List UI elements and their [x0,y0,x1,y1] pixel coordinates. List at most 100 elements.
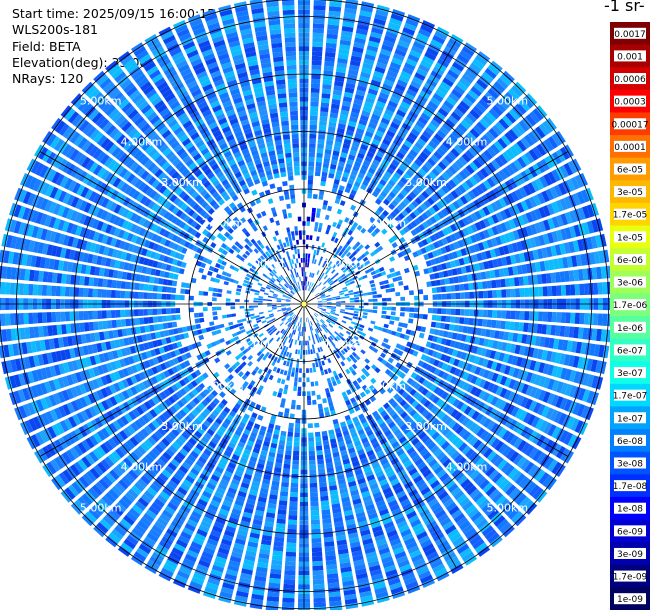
ray-bin [372,75,383,83]
ray-bin [314,422,320,428]
ray-bin [550,245,557,257]
ray-bin [313,249,317,255]
ray-bin [456,53,470,65]
ray-bin [406,385,413,393]
ray-bin [282,360,287,366]
ray-bin [450,111,462,122]
ray-bin [486,450,497,462]
ray-bin [412,251,419,258]
ray-bin [448,396,457,405]
ray-bin [538,472,550,485]
ray-bin [308,286,311,292]
ray-bin [498,443,508,454]
ray-bin [394,196,402,204]
ray-bin [110,290,116,298]
ray-bin [495,279,502,288]
ray-bin [294,437,300,442]
ray-bin [501,310,507,319]
ray-bin [233,279,239,284]
ray-bin [307,317,310,322]
ray-bin [438,345,445,353]
ray-bin [465,236,473,245]
ray-bin [374,186,382,194]
ray-bin [342,275,347,280]
ray-bin [307,179,313,185]
ray-bin [138,292,144,299]
ray-bin [406,377,414,385]
ray-bin [532,449,543,462]
ray-bin [481,134,492,145]
ray-bin [602,313,608,326]
ray-bin [106,320,113,329]
ray-bin [469,309,475,317]
ray-bin [323,158,330,164]
ray-bin [291,478,299,484]
ray-bin [340,152,348,159]
ray-bin [317,305,323,307]
ray-bin [485,270,491,279]
ray-bin [542,286,548,297]
ray-bin [508,219,516,229]
ray-bin [349,305,355,308]
ray-bin [538,221,547,232]
ray-bin [464,292,470,299]
ray-bin [288,352,292,358]
ray [339,218,604,296]
ray-bin [460,119,471,130]
ray-bin [325,457,333,464]
ray-bin [431,431,440,440]
ray-bin [317,322,321,327]
ray-bin [450,148,460,158]
ray-bin [487,382,495,392]
ray-bin [353,335,359,341]
ray-bin [285,450,292,456]
ray-bin [489,269,496,279]
ray-bin [285,304,291,306]
ray-bin [458,442,468,452]
ray-bin [367,40,380,48]
ray-bin [376,272,382,278]
ray-bin [347,317,353,321]
ray-bin [516,241,523,252]
ray-bin [539,336,546,347]
ray-bin [212,287,218,293]
ray-bin [513,453,523,466]
ray-bin [451,130,462,140]
ray-bin [551,365,559,377]
ray-bin [125,318,131,327]
ray-bin [566,256,573,268]
ray-bin [341,176,348,183]
ray-bin [317,463,325,469]
ray-bin [589,252,596,265]
ray-bin [538,362,546,374]
ray-bin [470,375,478,385]
ray-bin [408,397,416,405]
ray-bin [323,288,328,292]
ray-bin [330,236,336,242]
ray-bin [429,384,437,392]
ray-bin [409,307,415,312]
ray-bin [493,81,506,93]
ray-bin [478,137,489,148]
ray-bin [490,453,501,465]
ray-bin [555,464,566,477]
ray-bin [430,258,437,266]
ray-bin [448,357,456,365]
ray-bin [416,394,424,402]
ray-bin [451,349,459,357]
ray-bin [457,325,464,333]
ray-bin [347,178,355,185]
ray-bin [319,319,324,324]
ray-bin [385,315,391,320]
ray-bin [482,281,488,289]
ray-bin [334,198,341,205]
ray-bin [288,427,294,433]
ray-bin [582,389,591,403]
ray-bin [500,134,512,146]
ray-bin [576,403,586,417]
ray-bin [514,473,526,485]
ray-bin [477,357,485,366]
ray-bin [346,182,353,189]
ray-bin [433,133,444,143]
ray-bin [320,176,327,182]
